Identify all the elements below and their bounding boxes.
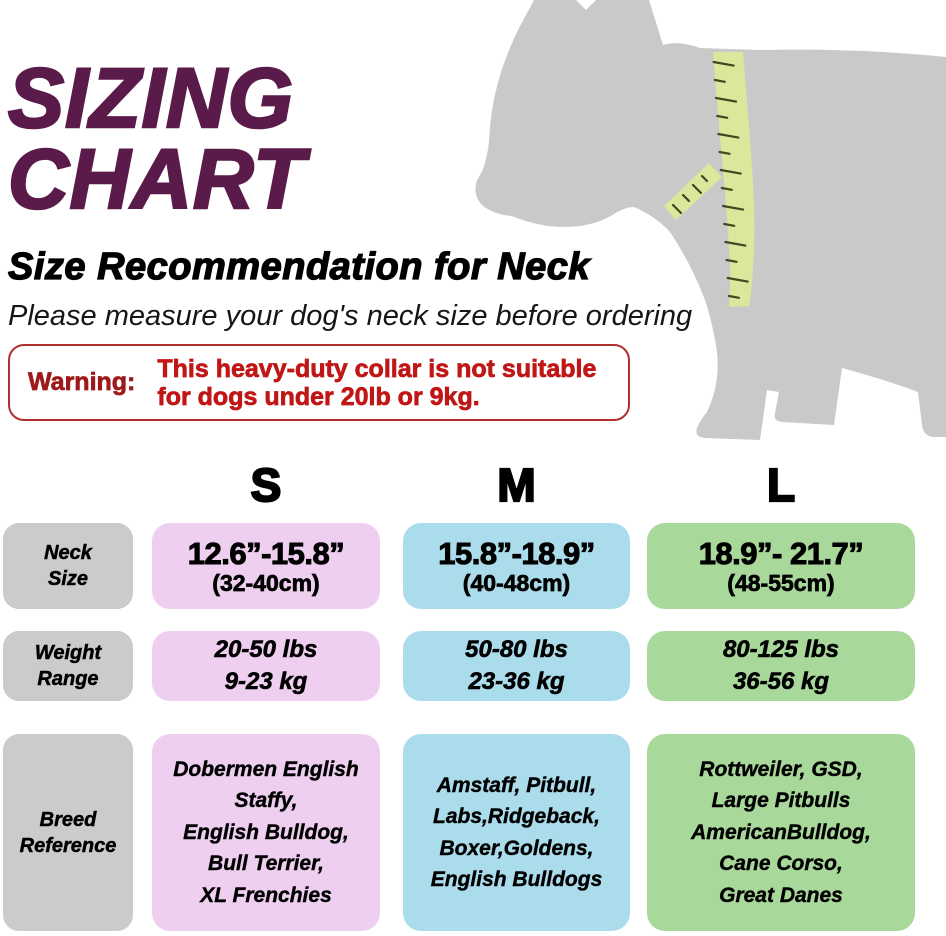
neck-size-inches-s: 12.6”-15.8” xyxy=(187,535,345,571)
size-table: S M L Neck Size 12.6”-15.8” (32-40cm) 15… xyxy=(3,458,915,931)
weight-range-cell-s: 20-50 lbs 9-23 kg xyxy=(152,631,380,701)
weight-range-cell-m: 50-80 lbs 23-36 kg xyxy=(403,631,630,701)
page-title-line-2: CHART xyxy=(7,131,306,226)
neck-size-cell-m: 15.8”-18.9” (40-48cm) xyxy=(403,523,630,609)
subtitle: Size Recommendation for Neck xyxy=(7,245,591,288)
dog-silhouette-illustration xyxy=(475,0,946,440)
tape-tick-marks xyxy=(671,60,749,299)
column-header-m: M xyxy=(496,458,537,512)
neck-size-cm-m: (40-48cm) xyxy=(462,569,571,596)
page-title: SIZING CHART xyxy=(7,51,306,226)
measure-note: Please measure your dog's neck size befo… xyxy=(8,300,693,332)
column-header-s: S xyxy=(250,458,283,512)
warning-label: Warning: xyxy=(28,368,136,397)
breed-reference-cell-m: Amstaff, Pitbull, Labs,Ridgeback, Boxer,… xyxy=(403,734,630,931)
page-title-line-1: SIZING xyxy=(7,51,295,145)
measuring-tape xyxy=(713,52,755,307)
row-label-breed-reference: Breed Reference xyxy=(3,734,133,931)
neck-size-inches-l: 18.9”- 21.7” xyxy=(698,535,864,571)
breed-reference-cell-l: Rottweiler, GSD, Large Pitbulls American… xyxy=(647,734,915,931)
row-label-weight-range: Weight Range xyxy=(3,631,133,701)
warning-text: This heavy-duty collar is not suitable f… xyxy=(157,354,597,411)
warning-box: Warning: This heavy-duty collar is not s… xyxy=(8,344,630,421)
measuring-tape-end xyxy=(664,163,722,220)
weight-range-cell-l: 80-125 lbs 36-56 kg xyxy=(647,631,915,701)
neck-size-inches-m: 15.8”-18.9” xyxy=(438,535,596,571)
neck-size-cell-l: 18.9”- 21.7” (48-55cm) xyxy=(647,523,915,609)
dog-silhouette xyxy=(475,0,946,440)
row-label-neck-size: Neck Size xyxy=(3,523,133,609)
neck-size-cm-l: (48-55cm) xyxy=(727,569,835,596)
breed-reference-cell-s: Dobermen English Staffy, English Bulldog… xyxy=(152,734,380,931)
neck-size-cm-s: (32-40cm) xyxy=(212,569,320,596)
column-header-l: L xyxy=(766,458,796,512)
neck-size-cell-s: 12.6”-15.8” (32-40cm) xyxy=(152,523,380,609)
